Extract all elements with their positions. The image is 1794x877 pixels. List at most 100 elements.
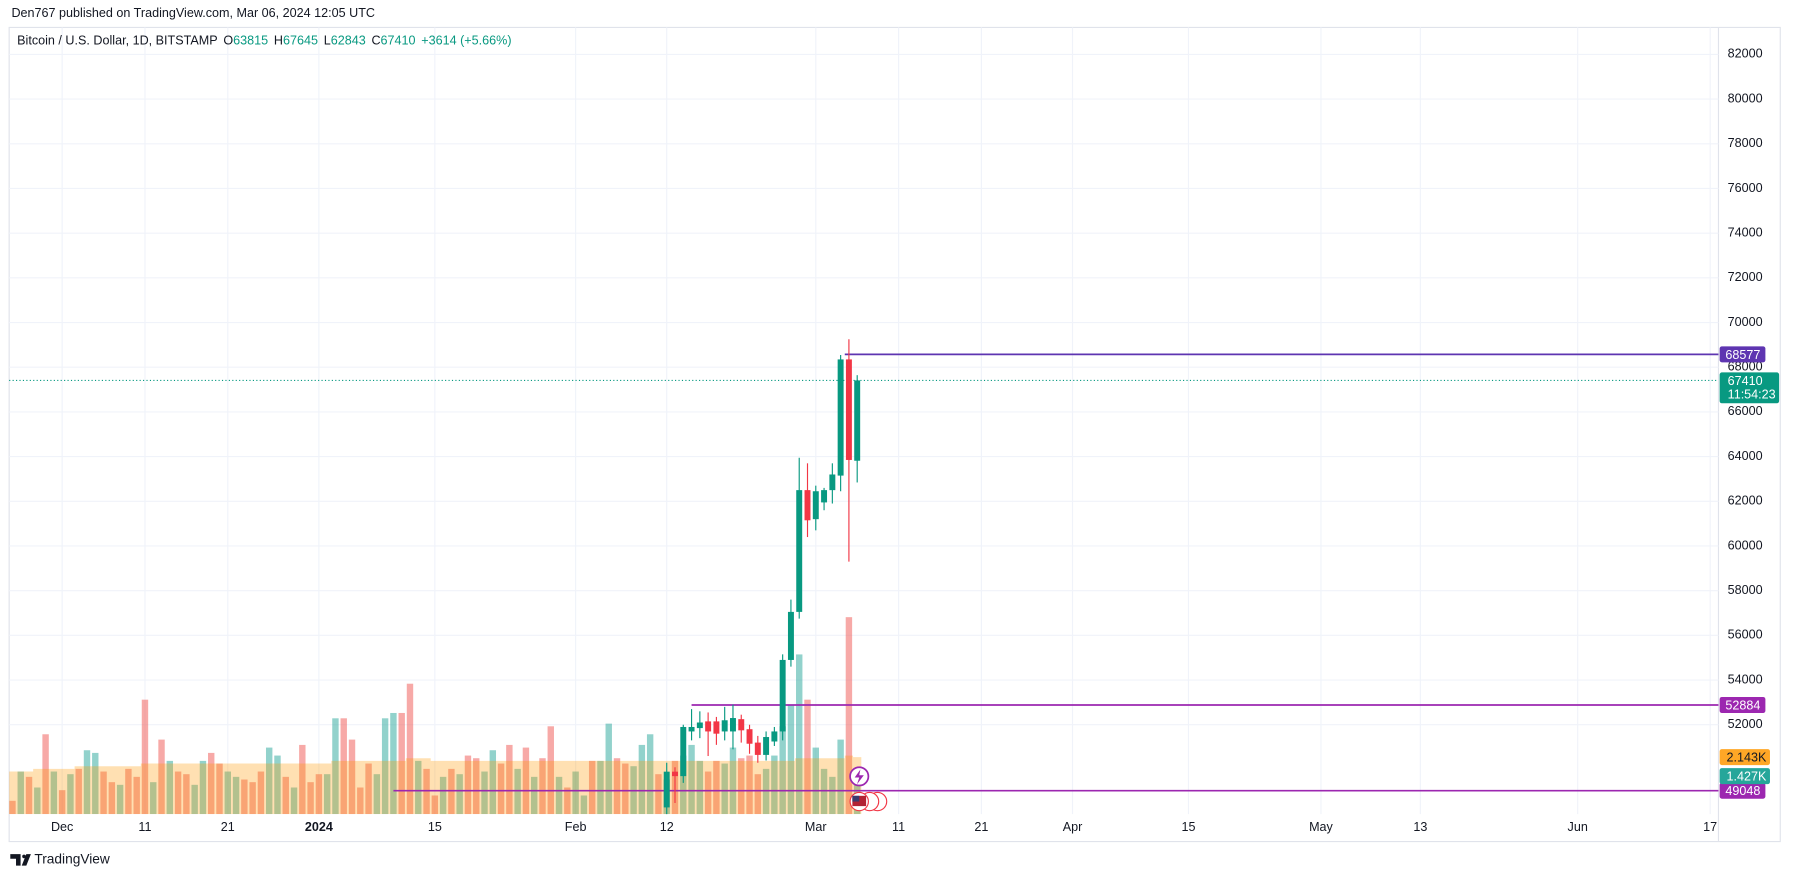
ohlc: L62843 — [324, 34, 366, 48]
y-tick-label: 54000 — [1728, 672, 1763, 686]
volume-bar — [25, 776, 33, 815]
y-tick-label: 78000 — [1728, 136, 1763, 150]
volume-bar — [829, 776, 836, 815]
volume-bar — [174, 771, 182, 815]
x-tick-label: Apr — [1063, 820, 1083, 834]
candle-body — [738, 719, 745, 731]
volume-bar — [232, 776, 240, 815]
volume-bar — [622, 763, 629, 815]
volume-bar — [381, 718, 389, 815]
brand: TradingView — [34, 851, 110, 866]
y-tick-label: 60000 — [1728, 538, 1763, 552]
volume-bar — [688, 744, 695, 815]
publisher: Den767 published on TradingView.com, Mar… — [11, 6, 376, 21]
price-label: 68577 — [1725, 348, 1760, 362]
volume-bar — [315, 774, 323, 815]
volume-bar — [241, 779, 248, 815]
ohlc-letter: C — [371, 34, 381, 49]
y-tick-label: 56000 — [1728, 628, 1763, 642]
x-tick-label: 15 — [1181, 820, 1195, 834]
volume-bar — [713, 760, 720, 815]
volume-bar — [597, 760, 604, 815]
candle-body — [663, 771, 670, 808]
volume-bar — [796, 654, 803, 815]
lightning-icon — [854, 769, 864, 785]
candle-body — [688, 726, 695, 732]
volume-bar — [357, 787, 364, 815]
volume-bar — [464, 755, 472, 815]
volume-bar — [588, 760, 596, 815]
volume-bar — [249, 782, 256, 815]
candle-body — [705, 721, 712, 732]
volume-bar — [373, 774, 381, 815]
volume-bar — [83, 750, 91, 815]
volume-bar — [837, 739, 844, 815]
volume-bar — [771, 755, 778, 815]
volume-label-bg — [1719, 768, 1770, 785]
legend: Bitcoin / U.S. Dollar, 1D, BITSTAMP O638… — [17, 34, 511, 48]
volume-bar — [787, 704, 795, 815]
volume-bar — [125, 768, 132, 815]
x-tick-label: 15 — [428, 820, 442, 834]
volume-bar — [158, 739, 165, 815]
grid — [9, 27, 1719, 815]
volume-bar — [323, 774, 331, 815]
volume-bar — [208, 752, 215, 815]
logo-icon — [10, 854, 31, 866]
candle-body — [672, 771, 678, 777]
price-label: 52884 — [1725, 698, 1760, 712]
volume-bar — [779, 726, 786, 815]
volume-bar — [340, 718, 347, 815]
y-tick-label: 76000 — [1728, 181, 1763, 195]
candle-body — [763, 737, 770, 755]
volume-bar — [845, 617, 853, 815]
volume-bar — [539, 758, 546, 815]
y-tick-label: 52000 — [1728, 717, 1763, 731]
volume-bar — [34, 787, 41, 815]
last-price-bg — [1719, 372, 1780, 404]
y-tick-label: 66000 — [1728, 404, 1763, 418]
x-tick-label: Jun — [1568, 820, 1588, 834]
volume-bar — [473, 758, 480, 815]
volume-bar — [100, 771, 107, 815]
candle-body — [754, 742, 761, 755]
x-tick-label: 13 — [1413, 820, 1427, 834]
volume-bar — [9, 800, 16, 815]
y-tick-label: 72000 — [1728, 270, 1763, 284]
volume-bar — [680, 755, 687, 815]
ohlc: O63815 — [223, 34, 268, 48]
volume-bar — [754, 774, 762, 815]
logo-icon — [22, 854, 26, 859]
x-tick-label: 2024 — [305, 820, 333, 834]
volume-bar — [75, 768, 82, 815]
volume-bar — [812, 747, 819, 815]
volume-bar — [638, 744, 646, 815]
volume-bar — [605, 723, 612, 815]
volume-bar — [704, 771, 712, 815]
candle-body — [804, 490, 811, 521]
volume-bar — [108, 782, 116, 815]
y-tick-label: 80000 — [1728, 91, 1763, 105]
price-label-bg — [1719, 696, 1766, 713]
volume-ma-label-bg — [1719, 749, 1770, 766]
price-label-bg — [1719, 346, 1766, 363]
candle-body — [787, 611, 794, 660]
volume-bar — [282, 776, 289, 815]
volume-bar — [497, 763, 505, 815]
volume-bar — [646, 734, 654, 815]
volume-bar — [199, 760, 207, 815]
flag-icon — [852, 795, 860, 802]
countdown: 11:54:23 — [1728, 388, 1776, 402]
volume-bar — [183, 774, 190, 815]
volume-ma-area — [9, 755, 862, 815]
volume-bar — [290, 787, 298, 815]
x-tick-label: 11 — [138, 820, 151, 834]
x-tick-label: 11 — [892, 820, 905, 834]
volume-bar — [299, 744, 306, 815]
candle-body — [796, 490, 803, 612]
x-tick-label: 17 — [1703, 820, 1717, 834]
volume-pane — [9, 617, 862, 815]
volume-bar — [522, 747, 530, 815]
volume-bar — [348, 739, 356, 815]
